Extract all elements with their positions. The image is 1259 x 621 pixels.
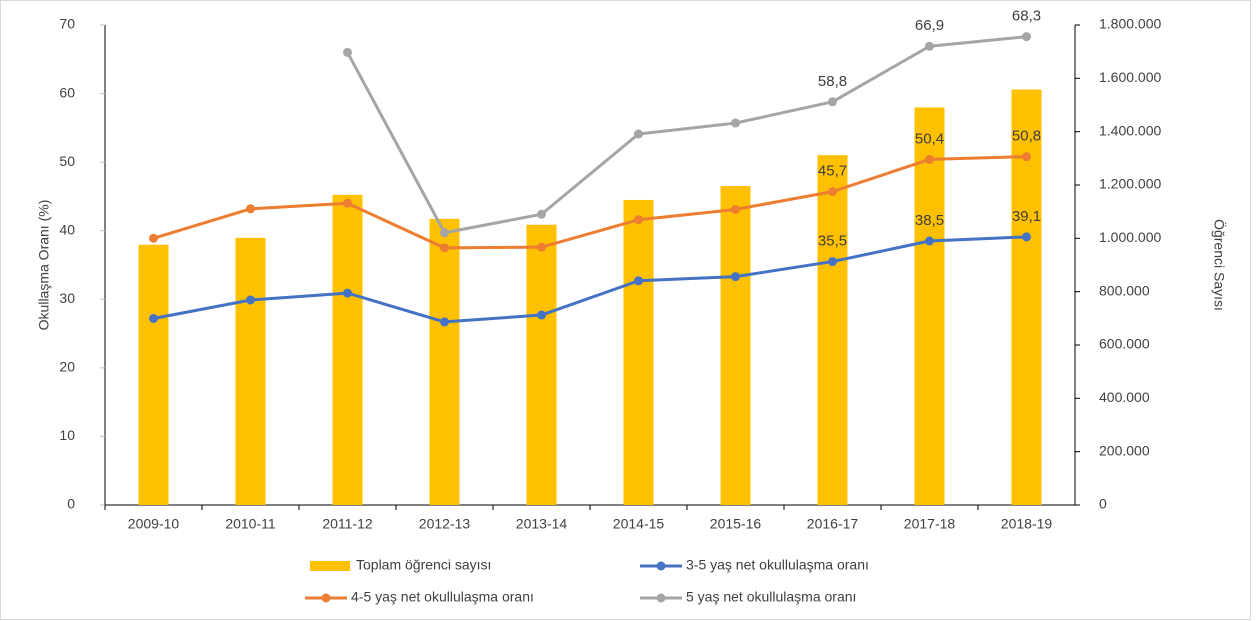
legend-label: Toplam öğrenci sayısı	[356, 557, 491, 573]
line-marker	[149, 313, 158, 323]
value-label: 58,8	[818, 73, 847, 90]
bar	[429, 218, 460, 505]
legend-marker	[656, 593, 666, 603]
y2-tick-label: 1.600.000	[1099, 69, 1161, 85]
line-marker	[343, 47, 352, 57]
value-label: 35,5	[818, 233, 847, 250]
y2-tick-label: 1.800.000	[1099, 16, 1161, 32]
line-marker	[634, 129, 643, 139]
bar	[138, 244, 169, 505]
bar	[720, 186, 751, 506]
x-tick-label: 2013-14	[516, 516, 568, 532]
y-axis-title: Okullaşma Oranı (%)	[36, 200, 52, 331]
legend-marker	[656, 561, 666, 571]
x-tick-label: 2010-11	[225, 516, 276, 532]
line-marker	[246, 204, 255, 214]
bar	[526, 224, 557, 505]
line-marker	[149, 233, 158, 243]
line-marker	[440, 228, 449, 238]
bar	[235, 237, 266, 506]
line-marker	[634, 276, 643, 286]
line-marker	[537, 310, 546, 320]
y-tick-label: 10	[59, 427, 75, 443]
y-tick-label: 70	[59, 16, 75, 32]
x-tick-label: 2015-16	[710, 516, 762, 532]
value-label: 39,1	[1012, 208, 1041, 225]
line-marker	[343, 288, 352, 298]
line-marker	[537, 242, 546, 252]
line-marker	[828, 187, 837, 197]
bar	[914, 107, 945, 506]
legend-label: 5 yaş net okullulaşma oranı	[686, 589, 856, 605]
value-label: 50,4	[915, 130, 944, 147]
y-tick-label: 60	[59, 84, 75, 100]
x-tick-label: 2011-12	[322, 516, 373, 532]
line-marker	[246, 295, 255, 305]
x-tick-label: 2009-10	[128, 516, 180, 532]
y2-tick-label: 1.400.000	[1099, 122, 1161, 138]
y2-tick-label: 800.000	[1099, 282, 1150, 298]
line-marker	[634, 215, 643, 225]
y2-tick-label: 0	[1099, 496, 1107, 512]
bar	[623, 199, 654, 505]
value-label: 68,3	[1012, 8, 1041, 25]
value-label: 50,8	[1012, 128, 1041, 145]
y2-tick-label: 400.000	[1099, 389, 1150, 405]
y-tick-label: 40	[59, 221, 75, 237]
line-marker	[1022, 152, 1031, 162]
bar	[332, 194, 363, 505]
line-marker	[537, 209, 546, 219]
y2-tick-label: 600.000	[1099, 336, 1150, 352]
x-tick-label: 2012-13	[419, 516, 471, 532]
legend-label: 4-5 yaş net okullulaşma oranı	[351, 589, 534, 605]
line-marker	[731, 204, 740, 214]
line-marker	[828, 97, 837, 107]
line-marker	[731, 272, 740, 282]
line-marker	[925, 236, 934, 246]
x-tick-label: 2014-15	[613, 516, 665, 532]
x-tick-label: 2017-18	[904, 516, 956, 532]
line	[346, 35, 1027, 235]
bar	[1011, 89, 1042, 506]
x-tick-label: 2016-17	[807, 516, 859, 532]
legend-swatch	[310, 561, 350, 571]
line-marker	[925, 154, 934, 164]
line-marker	[828, 257, 837, 267]
value-label: 38,5	[915, 212, 944, 229]
value-label: 66,9	[915, 17, 944, 34]
bar	[817, 155, 848, 505]
y2-tick-label: 1.000.000	[1099, 229, 1161, 245]
line-marker	[440, 243, 449, 253]
line-marker	[343, 198, 352, 208]
line-marker	[925, 41, 934, 51]
y-tick-label: 0	[67, 496, 75, 512]
line-marker	[731, 118, 740, 128]
y2-tick-label: 1.200.000	[1099, 176, 1161, 192]
y-tick-label: 50	[59, 153, 75, 169]
line-marker	[440, 317, 449, 327]
line-marker	[1022, 232, 1031, 242]
x-tick-label: 2018-19	[1001, 516, 1053, 532]
y2-axis-title: Öğrenci Sayısı	[1211, 219, 1228, 311]
legend-label: 3-5 yaş net okullulaşma oranı	[686, 557, 869, 573]
value-label: 45,7	[818, 163, 847, 180]
line-marker	[1022, 32, 1031, 42]
y2-tick-label: 200.000	[1099, 442, 1150, 458]
y-tick-label: 30	[59, 290, 75, 306]
line	[153, 155, 1027, 250]
y-tick-label: 20	[59, 359, 75, 375]
legend-marker	[321, 593, 331, 603]
line	[153, 235, 1027, 324]
